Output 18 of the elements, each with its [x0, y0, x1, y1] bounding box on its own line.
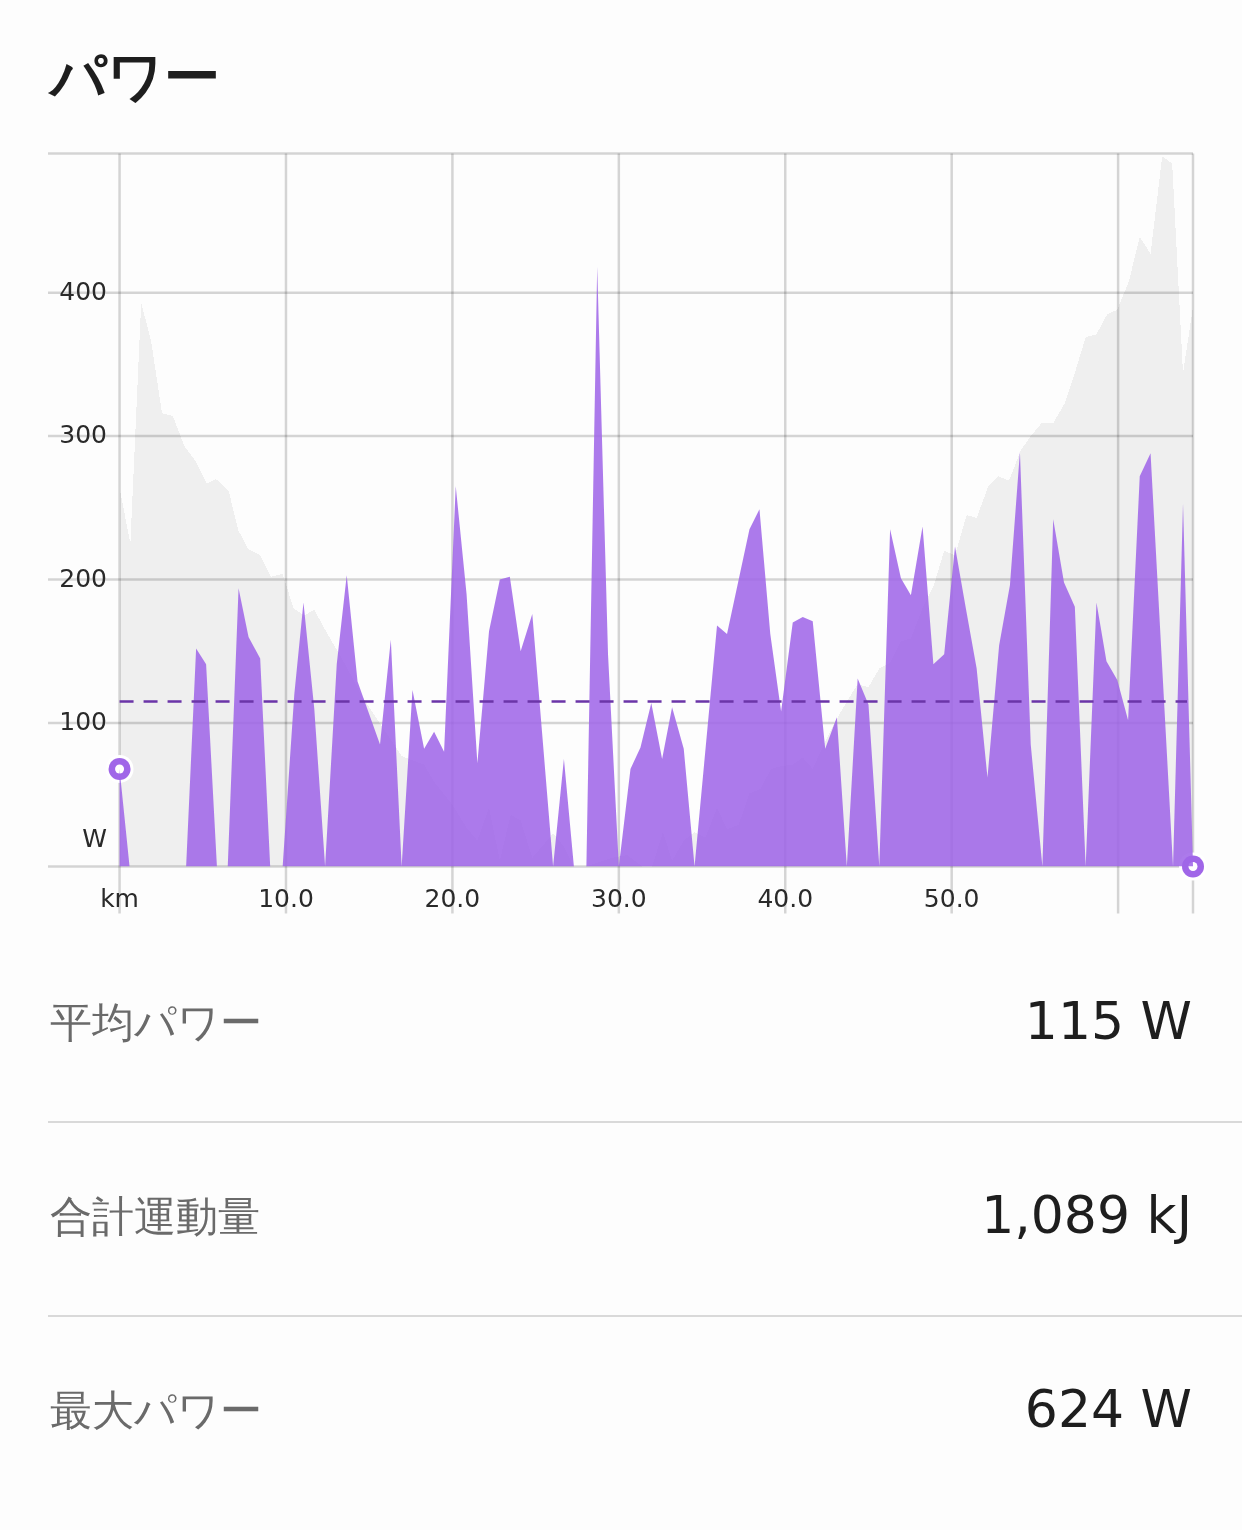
text: 平均パワー — [50, 997, 262, 1047]
text: 1,089 kJ — [981, 1185, 1192, 1245]
x-tick-label: 20.0 — [424, 884, 481, 913]
y-tick-label: 200 — [59, 563, 107, 593]
x-tick-label: 40.0 — [757, 884, 814, 913]
text: 115 W — [1024, 991, 1192, 1051]
x-tick-label: km — [100, 884, 139, 913]
x-tick-label: 10.0 — [258, 884, 314, 913]
text: 最大パワー — [50, 1385, 262, 1435]
x-tick-label: 50.0 — [923, 884, 980, 913]
x-tick-label: 30.0 — [591, 884, 647, 913]
chart-title: パワー — [47, 44, 220, 109]
y-tick-label: 300 — [59, 420, 107, 450]
y-tick-label: 400 — [59, 276, 107, 306]
y-tick-label: 100 — [59, 707, 107, 737]
text: 合計運動量 — [50, 1191, 260, 1241]
y-axis-title: W — [82, 824, 107, 853]
text: 624 W — [1024, 1379, 1192, 1439]
